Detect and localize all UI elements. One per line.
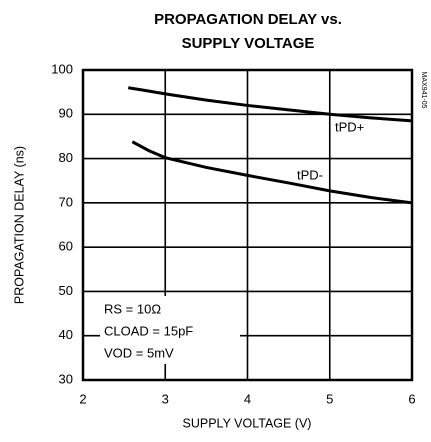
note-box	[100, 296, 240, 364]
series-label: tPD+	[335, 119, 364, 134]
y-tick-label: 40	[59, 327, 73, 342]
chart-title: SUPPLY VOLTAGE	[182, 35, 315, 52]
series-line	[131, 140, 413, 205]
y-tick-label: 50	[59, 283, 73, 298]
y-tick-label: 90	[59, 106, 73, 121]
annotation: CLOAD = 15pF	[104, 323, 193, 338]
x-tick-label: 5	[326, 391, 333, 406]
annotation: RS = 10Ω	[104, 301, 161, 316]
x-tick-label: 6	[408, 391, 415, 406]
y-tick-label: 60	[59, 239, 73, 254]
plot-frame	[81, 68, 414, 382]
chart-title: PROPAGATION DELAY vs.	[154, 11, 342, 28]
x-tick-label: 3	[162, 391, 169, 406]
y-tick-label: 100	[51, 61, 73, 76]
x-axis-label: SUPPLY VOLTAGE (V)	[183, 416, 312, 430]
series-line	[127, 86, 413, 123]
y-axis-label: PROPAGATION DELAY (ns)	[12, 146, 26, 304]
y-tick-label: 80	[59, 150, 73, 165]
y-tick-label: 30	[59, 371, 73, 386]
annotation: VOD = 5mV	[104, 345, 174, 360]
x-tick-label: 4	[244, 391, 251, 406]
x-tick-label: 2	[79, 391, 86, 406]
y-tick-label: 70	[59, 194, 73, 209]
figure-id: MAX941-05	[420, 72, 427, 109]
series-label: tPD-	[297, 167, 323, 182]
